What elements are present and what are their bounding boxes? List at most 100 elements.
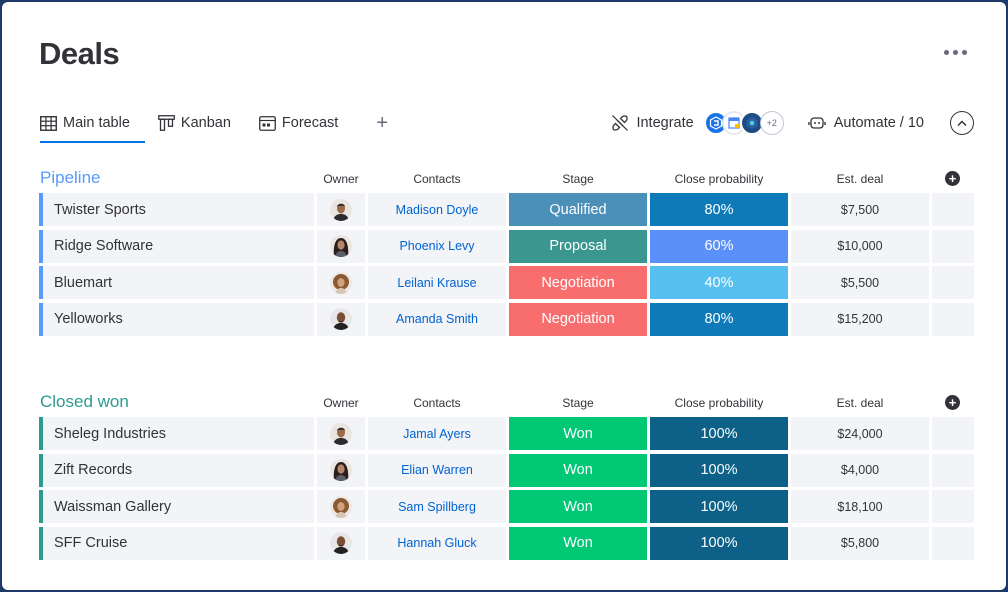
table-row[interactable]: Ridge Software Phoenix Levy Proposal 60%… [39, 229, 974, 263]
estimated-deal-value[interactable]: $5,500 [791, 266, 929, 299]
close-probability[interactable]: 100% [650, 417, 788, 450]
item-name-cell[interactable]: Yelloworks [39, 302, 314, 336]
owner-cell[interactable] [317, 490, 365, 523]
owner-cell[interactable] [317, 453, 365, 487]
close-probability[interactable]: 80% [650, 302, 788, 336]
table-row[interactable]: Waissman Gallery Sam Spillberg Won 100% … [39, 490, 974, 523]
automate-button[interactable]: Automate / 10 [808, 115, 924, 131]
integrate-button[interactable]: Integrate [612, 115, 694, 131]
owner-cell[interactable] [317, 302, 365, 336]
group-rows: Sheleg Industries Jamal Ayers Won 100% $… [39, 417, 974, 560]
item-name: Yelloworks [54, 311, 123, 327]
close-probability[interactable]: 40% [650, 266, 788, 299]
table-row[interactable]: Yelloworks Amanda Smith Negotiation 80% … [39, 302, 974, 336]
empty-cell[interactable] [932, 453, 974, 487]
stage-status[interactable]: Qualified [509, 193, 647, 226]
owner-cell[interactable] [317, 229, 365, 263]
column-header-probability[interactable]: Close probability [674, 172, 764, 186]
table-row[interactable]: Zift Records Elian Warren Won 100% $4,00… [39, 453, 974, 487]
tab-label: Forecast [281, 115, 339, 131]
group-title[interactable]: Closed won [40, 392, 129, 411]
column-header-owner[interactable]: Owner [323, 172, 359, 186]
item-name: Ridge Software [54, 238, 154, 254]
close-probability[interactable]: 100% [650, 526, 788, 560]
estimated-deal-value[interactable]: $5,800 [791, 526, 929, 560]
estimated-deal-value[interactable]: $10,000 [791, 229, 929, 263]
empty-cell[interactable] [932, 417, 974, 450]
table-row[interactable]: Bluemart Leilani Krause Negotiation 40% … [39, 266, 974, 299]
contact-link[interactable]: Leilani Krause [368, 266, 506, 299]
empty-cell[interactable] [932, 302, 974, 336]
group-color-bar [39, 453, 43, 487]
estimated-deal-value[interactable]: $15,200 [791, 302, 929, 336]
estimated-deal-value[interactable]: $7,500 [791, 193, 929, 226]
stage-status[interactable]: Won [509, 453, 647, 487]
owner-cell[interactable] [317, 193, 365, 226]
collapse-header-button[interactable] [950, 111, 974, 135]
close-probability[interactable]: 60% [650, 229, 788, 263]
estimated-deal-value[interactable]: $18,100 [791, 490, 929, 523]
more-options-icon[interactable] [944, 45, 972, 59]
item-name-cell[interactable]: Waissman Gallery [39, 490, 314, 523]
avatar [330, 271, 352, 294]
close-probability[interactable]: 80% [650, 193, 788, 226]
owner-cell[interactable] [317, 417, 365, 450]
tab-label: Main table [63, 115, 130, 131]
estimated-deal-value[interactable]: $4,000 [791, 453, 929, 487]
contact-link[interactable]: Madison Doyle [368, 193, 506, 226]
item-name-cell[interactable]: Twister Sports [39, 193, 314, 226]
column-header-contacts[interactable]: Contacts [413, 172, 461, 186]
table-row[interactable]: SFF Cruise Hannah Gluck Won 100% $5,800 [39, 526, 974, 560]
empty-cell[interactable] [932, 266, 974, 299]
item-name-cell[interactable]: SFF Cruise [39, 526, 314, 560]
close-probability[interactable]: 100% [650, 453, 788, 487]
contact-link[interactable]: Hannah Gluck [368, 526, 506, 560]
column-header-deal[interactable]: Est. deal [836, 396, 884, 410]
contact-link[interactable]: Amanda Smith [368, 302, 506, 336]
group-title[interactable]: Pipeline [40, 168, 101, 187]
integrations-avatars[interactable]: +2 [703, 111, 784, 135]
avatar [330, 422, 352, 445]
add-view-button[interactable]: + [376, 112, 389, 134]
estimated-deal-value[interactable]: $24,000 [791, 417, 929, 450]
table-row[interactable]: Twister Sports Madison Doyle Qualified 8… [39, 193, 974, 226]
contact-link[interactable]: Phoenix Levy [368, 229, 506, 263]
table-row[interactable]: Sheleg Industries Jamal Ayers Won 100% $… [39, 417, 974, 450]
column-header-stage[interactable]: Stage [562, 172, 594, 186]
view-tabs: Main table Kanban Forecast + [40, 106, 389, 143]
stage-status[interactable]: Won [509, 417, 647, 450]
column-header-probability[interactable]: Close probability [674, 396, 764, 410]
stage-status[interactable]: Negotiation [509, 266, 647, 299]
empty-cell[interactable] [932, 229, 974, 263]
item-name-cell[interactable]: Bluemart [39, 266, 314, 299]
column-header-owner[interactable]: Owner [323, 396, 359, 410]
add-column-button[interactable]: + [945, 395, 960, 410]
empty-cell[interactable] [932, 193, 974, 226]
item-name-cell[interactable]: Ridge Software [39, 229, 314, 263]
owner-cell[interactable] [317, 266, 365, 299]
empty-cell[interactable] [932, 526, 974, 560]
column-header-deal[interactable]: Est. deal [836, 172, 884, 186]
avatar [330, 235, 352, 257]
close-probability[interactable]: 100% [650, 490, 788, 523]
contact-link[interactable]: Jamal Ayers [368, 417, 506, 450]
column-header-contacts[interactable]: Contacts [413, 396, 461, 410]
item-name-cell[interactable]: Sheleg Industries [39, 417, 314, 450]
tab-main-table[interactable]: Main table [40, 106, 145, 143]
group-color-bar [39, 229, 43, 263]
tab-kanban[interactable]: Kanban [158, 106, 231, 140]
add-column-button[interactable]: + [945, 171, 960, 186]
tab-forecast[interactable]: Forecast [259, 106, 338, 140]
column-header-stage[interactable]: Stage [562, 396, 594, 410]
stage-status[interactable]: Won [509, 490, 647, 523]
stage-status[interactable]: Negotiation [509, 302, 647, 336]
item-name-cell[interactable]: Zift Records [39, 453, 314, 487]
avatar [330, 495, 352, 518]
empty-cell[interactable] [932, 490, 974, 523]
stage-status[interactable]: Won [509, 526, 647, 560]
contact-link[interactable]: Sam Spillberg [368, 490, 506, 523]
contact-link[interactable]: Elian Warren [368, 453, 506, 487]
stage-status[interactable]: Proposal [509, 229, 647, 263]
item-name: Zift Records [54, 462, 133, 478]
owner-cell[interactable] [317, 526, 365, 560]
